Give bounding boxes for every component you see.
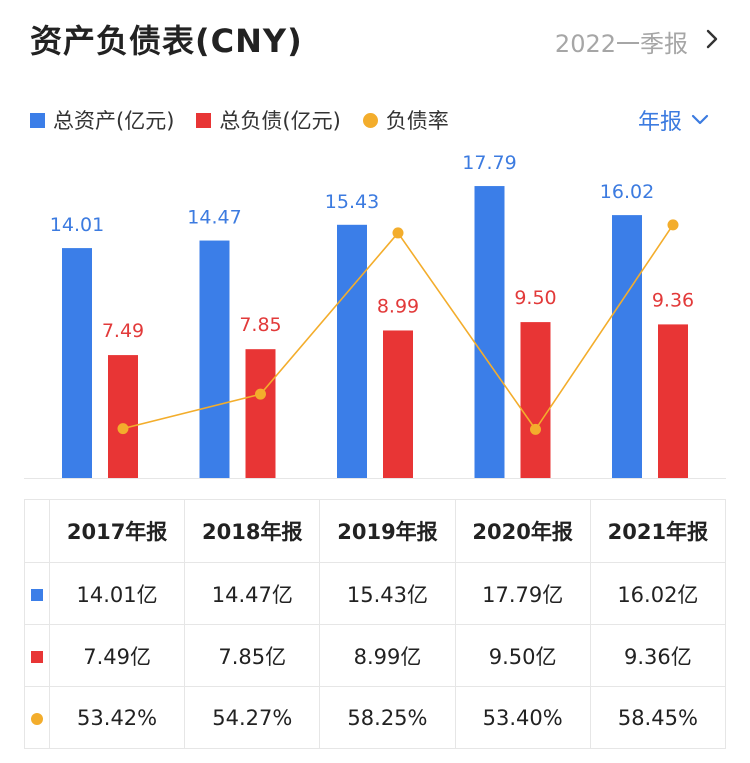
row-marker-cell xyxy=(24,562,50,625)
data-label-total-liabilities: 7.85 xyxy=(239,314,281,336)
table-cell: 16.02亿 xyxy=(589,562,727,625)
table-cell: 58.25% xyxy=(319,686,456,749)
table-header-row: 2017年报 2018年报 2019年报 2020年报 2021年报 xyxy=(24,499,727,563)
bar-total-liabilities xyxy=(658,324,688,478)
table-cell: 7.85亿 xyxy=(184,624,321,687)
bar-total-assets xyxy=(474,186,505,479)
bar-total-assets xyxy=(62,248,92,478)
table-cell: 9.50亿 xyxy=(454,624,591,687)
legend-item-ratio: 负债率 xyxy=(362,105,449,135)
data-label-total-assets: 15.43 xyxy=(325,191,379,213)
table-header-cell: 2021年报 xyxy=(589,499,727,563)
table-cell: 54.27% xyxy=(184,686,321,749)
bar-total-assets xyxy=(199,240,230,478)
data-label-total-assets: 16.02 xyxy=(600,181,654,203)
bar-total-liabilities xyxy=(520,322,551,478)
table-header-cell: 2018年报 xyxy=(184,499,321,563)
chart-legend: 总资产(亿元) 总负债(亿元) 负债率 xyxy=(30,104,471,136)
table-cell: 53.42% xyxy=(48,686,186,749)
bar-total-liabilities xyxy=(383,330,413,478)
header: 资产负债表(CNY) 2022一季报 xyxy=(0,0,750,90)
data-label-total-assets: 14.01 xyxy=(50,214,104,236)
table-cell: 53.40% xyxy=(454,686,591,749)
data-table: 2017年报 2018年报 2019年报 2020年报 2021年报 14.01… xyxy=(24,499,727,749)
balance-sheet-chart: 14.01 7.49 14.47 7.85 15.43 8.99 17.79 9.50 16.0… xyxy=(24,152,726,479)
table-header-cell: 2017年报 xyxy=(48,499,186,563)
report-type-label: 年报 xyxy=(637,110,682,135)
report-type-dropdown[interactable]: 年报 xyxy=(638,104,710,136)
chevron-right-icon[interactable] xyxy=(700,27,724,51)
data-label-total-assets: 17.79 xyxy=(462,152,516,174)
legend-swatch-liabilities xyxy=(196,112,212,128)
bar-total-liabilities xyxy=(108,355,138,478)
table-cell: 17.79亿 xyxy=(454,562,591,625)
legend-label-assets: 总资产(亿元) xyxy=(53,109,175,133)
page-title: 资产负债表(CNY) xyxy=(30,22,303,60)
table-header-cell: 2020年报 xyxy=(454,499,591,563)
ratio-point xyxy=(255,388,266,400)
data-label-total-liabilities: 9.50 xyxy=(514,287,556,309)
table-cell: 7.49亿 xyxy=(48,624,186,687)
legend-item-assets: 总资产(亿元) xyxy=(30,105,174,135)
data-label-total-liabilities: 8.99 xyxy=(377,295,419,317)
period-selector[interactable]: 2022一季报 xyxy=(554,30,688,58)
table-cell: 58.45% xyxy=(589,686,727,749)
table-header-cell: 2019年报 xyxy=(319,499,456,563)
ratio-point xyxy=(667,219,679,231)
bar-total-assets xyxy=(612,215,642,478)
table-row-liabilities: 7.49亿 7.85亿 8.99亿 9.50亿 9.36亿 xyxy=(24,624,727,687)
legend-swatch-ratio xyxy=(362,112,378,128)
ratio-point xyxy=(392,227,404,239)
legend-swatch-assets xyxy=(30,112,45,128)
legend-label-liabilities: 总负债(亿元) xyxy=(219,109,341,133)
table-cell: 9.36亿 xyxy=(589,624,727,687)
table-cell: 15.43亿 xyxy=(319,562,456,625)
table-corner-cell xyxy=(24,499,50,563)
liabilities-marker xyxy=(31,650,43,663)
ratio-marker xyxy=(31,712,43,725)
ratio-point xyxy=(117,423,129,435)
data-label-total-liabilities: 7.49 xyxy=(102,320,144,342)
legend-label-ratio: 负债率 xyxy=(385,109,449,133)
data-label-total-liabilities: 9.36 xyxy=(652,289,694,311)
table-row-ratio: 53.42% 54.27% 58.25% 53.40% 58.45% xyxy=(24,686,727,749)
row-marker-cell xyxy=(24,624,50,687)
chevron-down-icon xyxy=(691,114,709,125)
legend-item-liabilities: 总负债(亿元) xyxy=(196,105,341,135)
table-cell: 14.47亿 xyxy=(184,562,321,625)
table-cell: 14.01亿 xyxy=(48,562,186,625)
table-cell: 8.99亿 xyxy=(319,624,456,687)
table-row-assets: 14.01亿 14.47亿 15.43亿 17.79亿 16.02亿 xyxy=(24,562,727,625)
data-label-total-assets: 14.47 xyxy=(187,207,241,229)
row-marker-cell xyxy=(24,686,50,749)
bar-total-liabilities xyxy=(245,349,276,478)
assets-marker xyxy=(31,588,43,601)
bar-total-assets xyxy=(337,224,367,478)
ratio-point xyxy=(530,423,541,435)
